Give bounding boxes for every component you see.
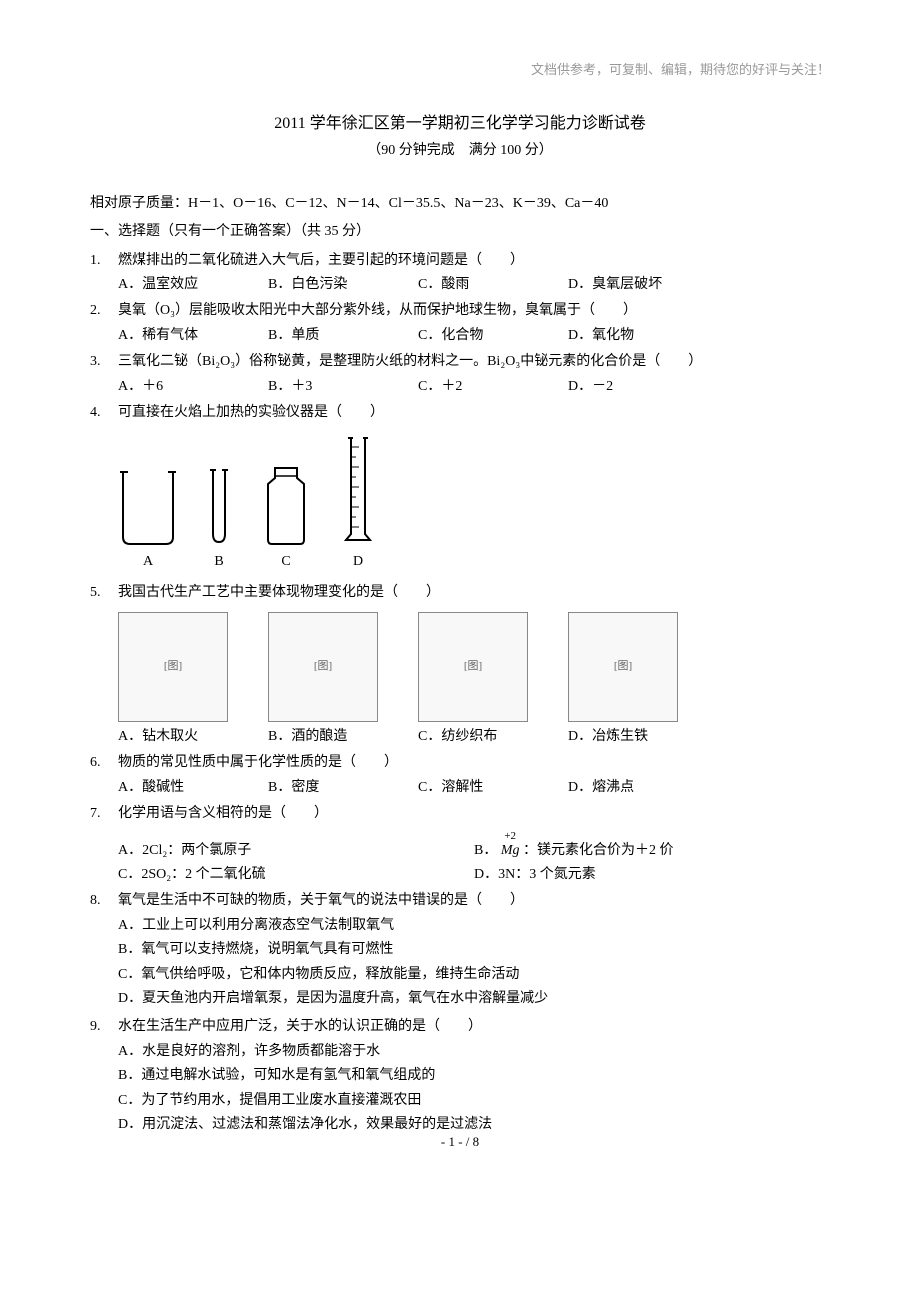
- header-note: 文档供参考，可复制、编辑，期待您的好评与关注！: [90, 60, 830, 81]
- option-c: C．纺纱织布: [418, 726, 568, 748]
- q-num: 5.: [90, 582, 118, 749]
- option-c: C．酸雨: [418, 274, 568, 296]
- option-a: A．稀有气体: [118, 325, 268, 347]
- picture-iron-smelt: [图]: [568, 612, 678, 722]
- options-row: A．稀有气体 B．单质 C．化合物 D．氧化物: [118, 325, 830, 347]
- option-b: B．通过电解水试验，可知水是有氢气和氧气组成的: [118, 1065, 830, 1087]
- mg-charge: +2: [504, 828, 516, 846]
- q-body: 水在生活生产中应用广泛，关于水的认识正确的是（ ） A．水是良好的溶剂，许多物质…: [118, 1016, 830, 1138]
- apparatus-label: C: [281, 551, 290, 573]
- picture-wine-brew: [图]: [268, 612, 378, 722]
- option-b: B．氧气可以支持燃烧，说明氧气具有可燃性: [118, 939, 830, 961]
- q-body: 三氧化二铋（Bi₂O₃）俗称铋黄，是整理防火纸的材料之一。Bi₂O₃中铋元素的化…: [118, 351, 830, 398]
- q-body: 化学用语与含义相符的是（ ） A．2Cl₂：两个氯原子 B． +2 Mg ：镁元…: [118, 803, 830, 886]
- option-b-text: ：镁元素化合价为＋2 价: [523, 843, 674, 858]
- q-stem: 三氧化二铋（Bi₂O₃）俗称铋黄，是整理防火纸的材料之一。Bi₂O₃中铋元素的化…: [118, 351, 830, 373]
- option-c: C．2SO₂：2 个二氧化硫: [118, 864, 474, 886]
- atomic-masses: 相对原子质量：H－1、O－16、C－12、N－14、Cl－35.5、Na－23、…: [90, 193, 830, 215]
- option-b: B． +2 Mg ：镁元素化合价为＋2 价: [474, 840, 830, 862]
- question-4: 4. 可直接在火焰上加热的实验仪器是（ ） A B C: [90, 402, 830, 578]
- option-a: A．水是良好的溶剂，许多物质都能溶于水: [118, 1041, 830, 1063]
- option-a: A．钻木取火: [118, 726, 268, 748]
- q-body: 我国古代生产工艺中主要体现物理变化的是（ ） [图] [图] [图] [图] A…: [118, 582, 830, 749]
- options-row: A．温室效应 B．白色污染 C．酸雨 D．臭氧层破坏: [118, 274, 830, 296]
- options-row: A．酸碱性 B．密度 C．溶解性 D．熔沸点: [118, 777, 830, 799]
- option-d: D．－2: [568, 376, 718, 398]
- q-body: 物质的常见性质中属于化学性质的是（ ） A．酸碱性 B．密度 C．溶解性 D．熔…: [118, 752, 830, 799]
- options-row: C．2SO₂：2 个二氧化硫 D．3N：3 个氮元素: [118, 864, 830, 886]
- q-num: 6.: [90, 752, 118, 799]
- q-stem: 水在生活生产中应用广泛，关于水的认识正确的是（ ）: [118, 1016, 830, 1038]
- option-d: D．熔沸点: [568, 777, 718, 799]
- apparatus-row: A B C: [118, 432, 830, 573]
- apparatus-bottle: C: [260, 462, 312, 573]
- options-row: A．2Cl₂：两个氯原子 B． +2 Mg ：镁元素化合价为＋2 价: [118, 840, 830, 862]
- exam-subtitle: （90 分钟完成 满分 100 分）: [90, 140, 830, 162]
- q-stem: 我国古代生产工艺中主要体现物理变化的是（ ）: [118, 582, 830, 604]
- q-num: 1.: [90, 250, 118, 297]
- option-c: C．氧气供给呼吸，它和体内物质反应，释放能量，维持生命活动: [118, 964, 830, 986]
- option-c: C．化合物: [418, 325, 568, 347]
- question-2: 2. 臭氧（O₃）层能吸收太阳光中大部分紫外线，从而保护地球生物，臭氧属于（ ）…: [90, 300, 830, 347]
- option-d: D．夏天鱼池内开启增氧泵，是因为温度升高，氧气在水中溶解量减少: [118, 988, 830, 1010]
- question-1: 1. 燃煤排出的二氧化硫进入大气后，主要引起的环境问题是（ ） A．温室效应 B…: [90, 250, 830, 297]
- option-b: B．单质: [268, 325, 418, 347]
- option-b-prefix: B．: [474, 843, 497, 858]
- picture-row: [图] [图] [图] [图]: [118, 612, 830, 722]
- question-6: 6. 物质的常见性质中属于化学性质的是（ ） A．酸碱性 B．密度 C．溶解性 …: [90, 752, 830, 799]
- q-stem: 燃煤排出的二氧化硫进入大气后，主要引起的环境问题是（ ）: [118, 250, 830, 272]
- question-7: 7. 化学用语与含义相符的是（ ） A．2Cl₂：两个氯原子 B． +2 Mg …: [90, 803, 830, 886]
- option-a: A．温室效应: [118, 274, 268, 296]
- q-num: 4.: [90, 402, 118, 578]
- apparatus-label: D: [353, 551, 363, 573]
- option-c: C．为了节约用水，提倡用工业废水直接灌溉农田: [118, 1090, 830, 1112]
- q-num: 3.: [90, 351, 118, 398]
- options-row: A．钻木取火 B．酒的酿造 C．纺纱织布 D．冶炼生铁: [118, 726, 830, 748]
- q-body: 可直接在火焰上加热的实验仪器是（ ） A B C: [118, 402, 830, 578]
- option-a: A．2Cl₂：两个氯原子: [118, 840, 474, 862]
- page-footer: - 1 - / 8: [0, 1132, 920, 1153]
- q-stem: 氧气是生活中不可缺的物质，关于氧气的说法中错误的是（ ）: [118, 890, 830, 912]
- option-c: C．＋2: [418, 376, 568, 398]
- picture-weaving: [图]: [418, 612, 528, 722]
- option-a: A．酸碱性: [118, 777, 268, 799]
- q-stem: 物质的常见性质中属于化学性质的是（ ）: [118, 752, 830, 774]
- apparatus-beaker: A: [118, 462, 178, 573]
- option-d: D．氧化物: [568, 325, 718, 347]
- q-body: 氧气是生活中不可缺的物质，关于氧气的说法中错误的是（ ） A．工业上可以利用分离…: [118, 890, 830, 1012]
- mg-notation: +2 Mg: [501, 840, 520, 862]
- q-num: 9.: [90, 1016, 118, 1138]
- q-stem: 臭氧（O₃）层能吸收太阳光中大部分紫外线，从而保护地球生物，臭氧属于（ ）: [118, 300, 830, 322]
- apparatus-testtube: B: [208, 462, 230, 573]
- exam-title: 2011 学年徐汇区第一学期初三化学学习能力诊断试卷: [90, 111, 830, 137]
- options-row: A．＋6 B．＋3 C．＋2 D．－2: [118, 376, 830, 398]
- question-5: 5. 我国古代生产工艺中主要体现物理变化的是（ ） [图] [图] [图] [图…: [90, 582, 830, 749]
- apparatus-cylinder: D: [342, 432, 374, 573]
- apparatus-label: B: [214, 551, 223, 573]
- option-b: B．酒的酿造: [268, 726, 418, 748]
- option-a: A．＋6: [118, 376, 268, 398]
- q-num: 7.: [90, 803, 118, 886]
- option-d: D．3N：3 个氮元素: [474, 864, 830, 886]
- picture-drill-fire: [图]: [118, 612, 228, 722]
- q-body: 臭氧（O₃）层能吸收太阳光中大部分紫外线，从而保护地球生物，臭氧属于（ ） A．…: [118, 300, 830, 347]
- option-b: B．密度: [268, 777, 418, 799]
- q-num: 8.: [90, 890, 118, 1012]
- q-num: 2.: [90, 300, 118, 347]
- option-d: D．冶炼生铁: [568, 726, 718, 748]
- option-a: A．工业上可以利用分离液态空气法制取氧气: [118, 915, 830, 937]
- question-9: 9. 水在生活生产中应用广泛，关于水的认识正确的是（ ） A．水是良好的溶剂，许…: [90, 1016, 830, 1138]
- section-header: 一、选择题（只有一个正确答案）（共 35 分）: [90, 221, 830, 243]
- apparatus-label: A: [143, 551, 153, 573]
- question-8: 8. 氧气是生活中不可缺的物质，关于氧气的说法中错误的是（ ） A．工业上可以利…: [90, 890, 830, 1012]
- option-b: B．白色污染: [268, 274, 418, 296]
- question-3: 3. 三氧化二铋（Bi₂O₃）俗称铋黄，是整理防火纸的材料之一。Bi₂O₃中铋元…: [90, 351, 830, 398]
- q-body: 燃煤排出的二氧化硫进入大气后，主要引起的环境问题是（ ） A．温室效应 B．白色…: [118, 250, 830, 297]
- q-stem: 化学用语与含义相符的是（ ）: [118, 803, 830, 825]
- option-d: D．臭氧层破坏: [568, 274, 718, 296]
- option-b: B．＋3: [268, 376, 418, 398]
- q-stem: 可直接在火焰上加热的实验仪器是（ ）: [118, 402, 830, 424]
- option-c: C．溶解性: [418, 777, 568, 799]
